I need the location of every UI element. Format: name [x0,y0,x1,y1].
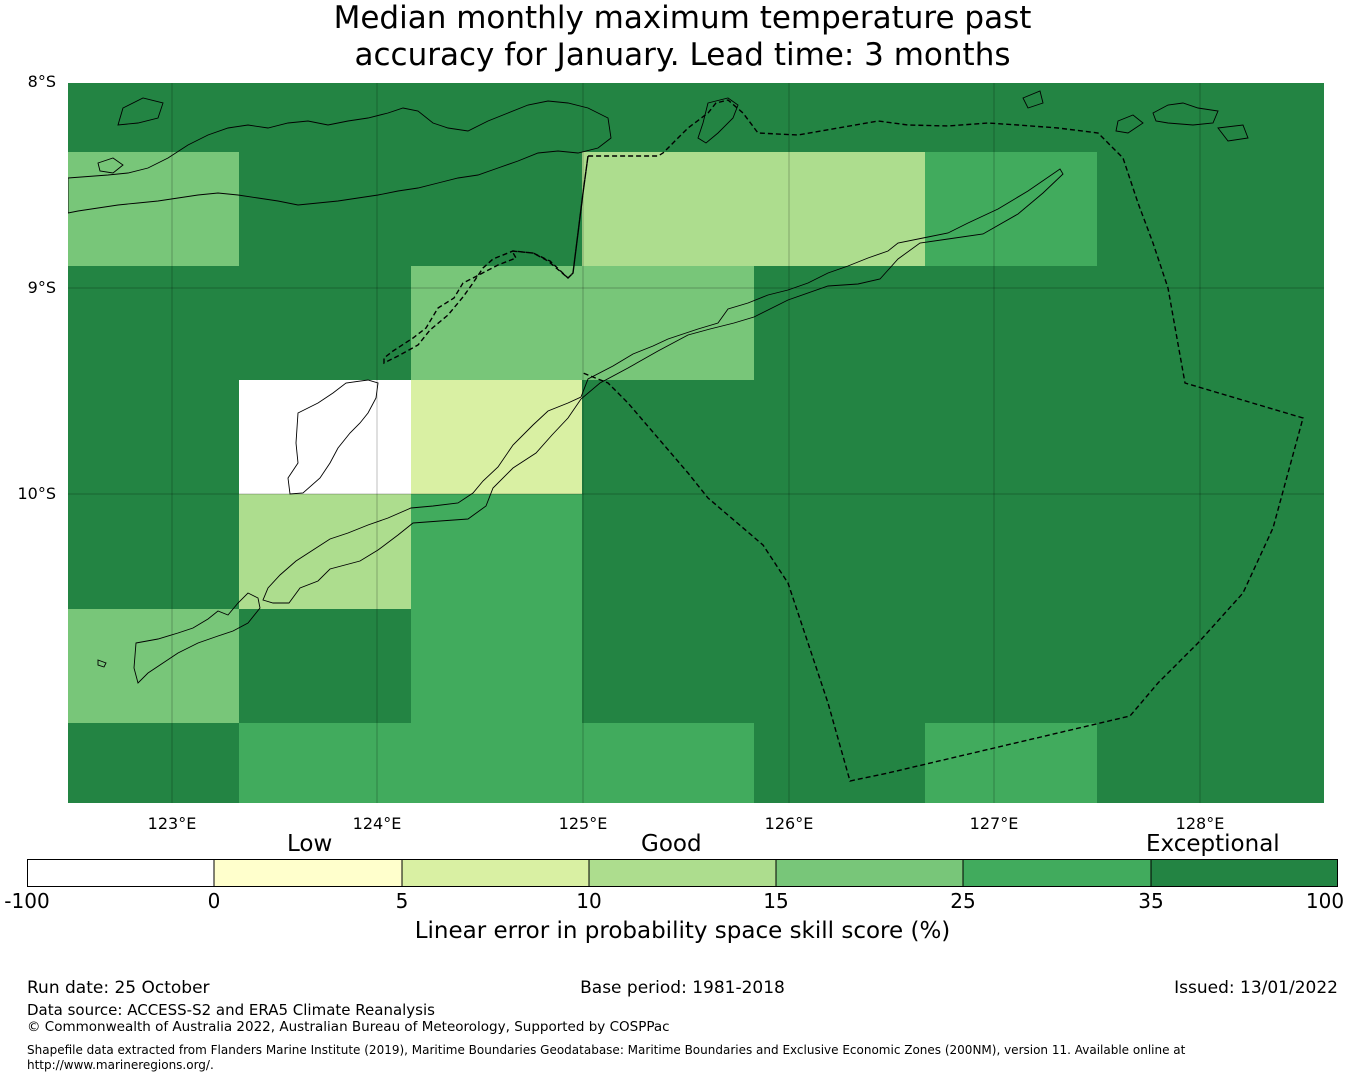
cbar-segment-6 [1151,859,1338,887]
tick-35: 35 [1138,889,1164,913]
cbar-segment-1 [214,859,402,887]
cbar-segment-4 [776,859,963,887]
colorbar [27,859,1338,887]
lon-label-126e: 126°E [764,814,814,833]
cell-good-2 [582,152,925,266]
west-timor-coast [287,379,379,495]
tick-10: 10 [576,889,602,913]
cbar-segment-5 [963,859,1151,887]
moa-coast [1217,124,1249,142]
island-c [117,97,164,126]
tick-0: 0 [207,889,221,913]
timor-coast [262,168,1064,604]
eez-boundary [383,99,1304,782]
cell-verygood-3 [411,609,582,723]
lon-label-124e: 124°E [352,814,402,833]
rote-coast [133,592,261,684]
cell-verygood-5 [925,723,1097,803]
title-line-1: Median monthly maximum temperature past [333,0,1032,36]
graticule [68,83,1324,803]
lon-label-127e: 127°E [969,814,1019,833]
lat-label-10s: 10°S [17,484,56,503]
wetar-coast [697,97,739,144]
savu-coast [97,659,107,668]
category-low: Low [287,831,333,857]
cell-good-1 [68,152,239,266]
cell-good-5 [68,609,239,723]
lon-label-125e: 125°E [558,814,608,833]
island-a [1115,114,1144,134]
cell-verygood-2 [411,494,582,609]
cell-low-1 [239,380,411,494]
tick-minus100: -100 [4,889,50,913]
cbar-outline [27,859,1338,887]
run-date: Run date: 25 October [27,978,210,998]
tick-15: 15 [763,889,789,913]
flores-coast [68,100,612,214]
data-source: Data source: ACCESS-S2 and ERA5 Climate … [27,1001,435,1019]
shapefile-credit-line-1: Shapefile data extracted from Flanders M… [27,1043,1186,1057]
map-title: Median monthly maximum temperature past … [0,0,1365,74]
cell-verygood-1 [925,152,1097,266]
category-good: Good [641,831,702,857]
leti-coast [1152,102,1219,126]
lat-label-9s: 9°S [27,278,56,297]
lon-label-123e: 123°E [147,814,197,833]
kisar-coast [1022,90,1044,109]
title-line-2: accuracy for January. Lead time: 3 month… [354,37,1011,73]
cbar-segment-0 [27,859,214,887]
tick-100: 100 [1305,889,1345,913]
cbar-segment-2 [402,859,589,887]
copyright: © Commonwealth of Australia 2022, Austra… [27,1019,670,1035]
shapefile-credit-line-2: http://www.marineregions.org/. [27,1058,214,1072]
cbar-segment-3 [589,859,776,887]
lat-label-8s: 8°S [27,72,56,91]
category-exceptional: Exceptional [1146,831,1280,857]
cell-low-2 [411,380,582,494]
lon-label-128e: 128°E [1175,814,1225,833]
cell-good-4 [239,494,411,609]
base-period: Base period: 1981-2018 [580,978,785,998]
tick-25: 25 [950,889,976,913]
colorbar-label: Linear error in probability space skill … [414,918,951,944]
skill-score-map [68,83,1324,803]
cell-verygood-4 [239,723,754,803]
island-b [97,157,124,174]
issued-date: Issued: 13/01/2022 [1174,978,1338,998]
coastlines [68,90,1249,684]
tick-5: 5 [395,889,409,913]
cell-good-3 [411,266,754,380]
